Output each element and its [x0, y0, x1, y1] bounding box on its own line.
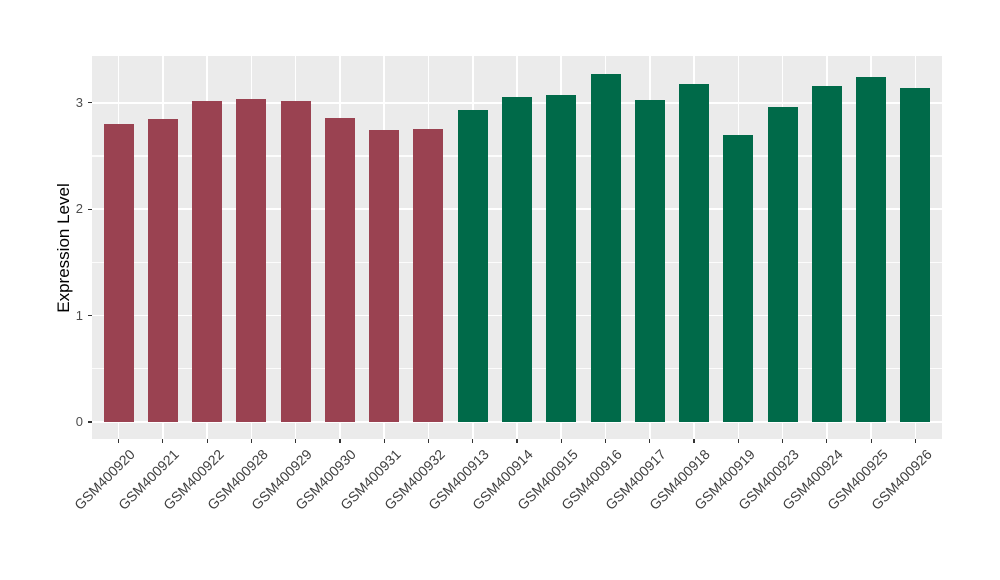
x-tick-mark [427, 439, 430, 443]
bar-GSM400914 [502, 97, 532, 422]
y-tick-label: 3 [75, 94, 83, 110]
y-tick-mark [88, 421, 92, 423]
bar-GSM400929 [280, 100, 311, 422]
y-tick-label: 2 [75, 201, 83, 217]
x-tick-mark [604, 439, 607, 443]
x-tick-mark [295, 439, 297, 443]
bar-GSM400915 [546, 95, 577, 422]
bar-GSM400913 [457, 110, 488, 422]
bar-GSM400918 [679, 83, 710, 422]
x-tick-mark [914, 439, 917, 443]
bar-GSM400925 [856, 77, 887, 422]
bar-GSM400922 [192, 100, 223, 422]
y-tick-label: 1 [75, 307, 83, 323]
x-tick-mark [649, 439, 651, 443]
y-tick-mark [88, 102, 92, 104]
bar-GSM400924 [811, 85, 842, 422]
bar-GSM400917 [634, 99, 665, 422]
plot-panel [92, 56, 942, 439]
x-tick-mark [162, 439, 164, 443]
y-tick-mark [88, 314, 92, 317]
x-tick-mark [472, 439, 474, 443]
x-tick-mark [693, 439, 695, 443]
bar-GSM400923 [767, 107, 798, 422]
x-tick-mark [117, 439, 120, 443]
bar-GSM400931 [369, 130, 400, 422]
bar-GSM400926 [900, 87, 931, 422]
bar-GSM400928 [236, 98, 267, 422]
x-tick-mark [516, 439, 518, 443]
y-tick-mark [88, 208, 92, 210]
x-tick-mark [737, 439, 739, 443]
x-tick-mark [826, 439, 828, 443]
x-tick-mark [206, 439, 208, 443]
x-tick-mark [250, 439, 252, 443]
bar-GSM400921 [147, 118, 178, 422]
x-tick-mark [560, 439, 562, 443]
bar-GSM400920 [103, 124, 134, 422]
x-tick-mark [383, 439, 385, 443]
bar-GSM400919 [723, 134, 754, 422]
x-tick-mark [339, 439, 341, 443]
bar-GSM400932 [413, 129, 444, 422]
bar-GSM400916 [590, 74, 621, 422]
x-tick-mark [782, 439, 784, 443]
x-tick-mark [870, 439, 872, 443]
bar-GSM400930 [324, 117, 355, 422]
y-tick-label: 0 [75, 413, 83, 429]
